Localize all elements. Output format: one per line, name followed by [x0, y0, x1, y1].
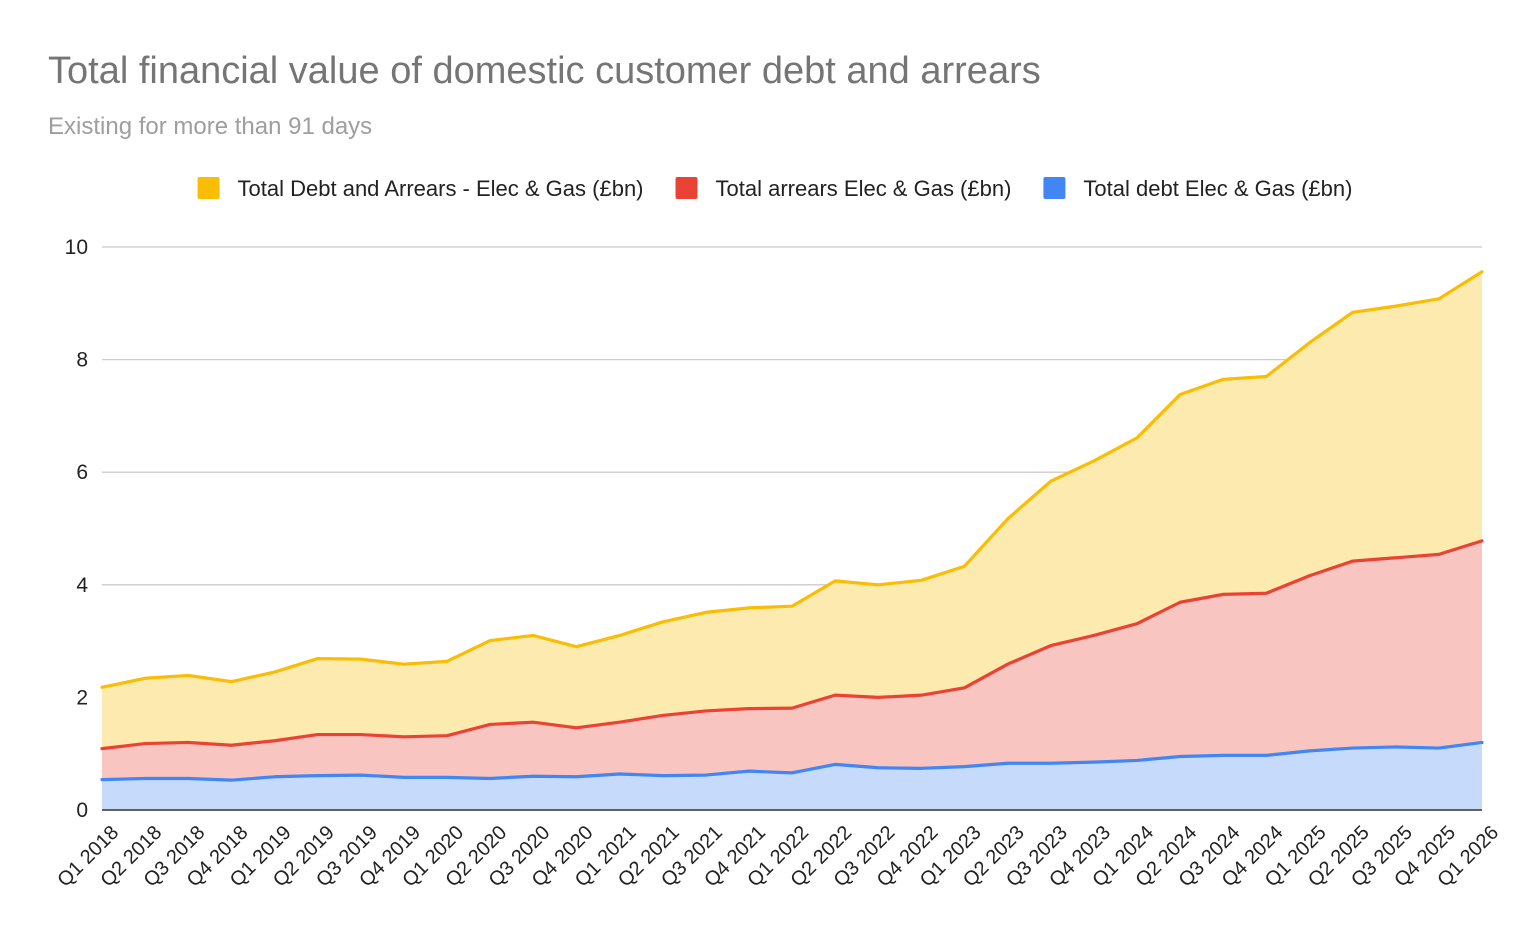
area-fills — [102, 271, 1482, 811]
area-fill-series-2 — [102, 742, 1482, 810]
legend-label: Total Debt and Arrears - Elec & Gas (£bn… — [238, 176, 644, 201]
legend: Total Debt and Arrears - Elec & Gas (£bn… — [197, 176, 1352, 201]
legend-item-1: Total arrears Elec & Gas (£bn) — [675, 176, 1012, 201]
series-line-0 — [100, 270, 1484, 689]
legend-item-2: Total debt Elec & Gas (£bn) — [1043, 176, 1352, 201]
y-tick-label: 2 — [76, 686, 88, 709]
legend-item-0: Total Debt and Arrears - Elec & Gas (£bn… — [197, 176, 644, 201]
chart-title: Total financial value of domestic custom… — [48, 50, 1041, 92]
legend-swatch — [675, 177, 698, 199]
y-tick-label: 10 — [65, 236, 88, 259]
legend-swatch — [1043, 177, 1066, 199]
series-lines — [100, 270, 1484, 782]
area-fill-series-1 — [102, 540, 1482, 810]
series-line-2 — [100, 740, 1484, 782]
y-tick-label: 4 — [76, 574, 88, 597]
y-tick-label: 0 — [76, 799, 88, 822]
y-tick-label: 8 — [76, 349, 88, 372]
y-tick-label: 6 — [76, 461, 88, 484]
legend-swatch — [197, 177, 220, 199]
chart-subtitle: Existing for more than 91 days — [48, 113, 373, 140]
legend-label: Total debt Elec & Gas (£bn) — [1083, 176, 1352, 201]
series-line-1 — [100, 539, 1484, 751]
legend-label: Total arrears Elec & Gas (£bn) — [716, 176, 1012, 201]
